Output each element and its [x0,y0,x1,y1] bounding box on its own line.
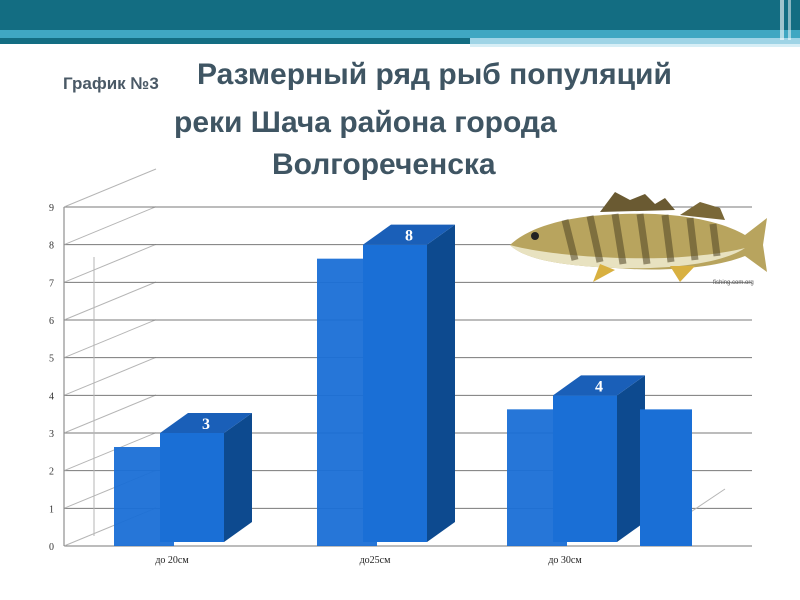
grid-depth-line [63,168,157,208]
fish-stripes [561,213,721,265]
y-tick-label: 5 [49,354,54,365]
bar-top [553,375,645,396]
bar-value-label: 8 [405,228,413,245]
bar-side [617,375,645,542]
grid-depth-line [63,281,157,321]
y-tick-label: 4 [49,391,54,402]
x-category-label: до25см [360,555,392,566]
grid-depth-line [63,243,157,283]
bar-side [427,224,455,542]
y-tick-label: 6 [49,316,54,327]
grid-depth-line [63,319,157,359]
bar-top [160,413,252,433]
bar-value-label: 3 [202,416,210,433]
fish-picture-watermark: fishing.com.org [713,280,754,286]
header-accent-bar-2 [788,0,791,40]
grid-depth-line [63,356,157,396]
header-pale-line [470,44,800,47]
bar: 4 [507,375,645,546]
bar: 3 [114,413,252,546]
header-pale-strip [470,38,800,44]
y-tick-label: 1 [49,504,54,515]
header-light-strip [0,30,800,38]
title-line-2: реки Шача района города [174,106,557,139]
fish-belly [510,245,745,269]
bar-echo-front [640,409,692,546]
y-tick-label: 0 [49,542,54,553]
x-category-label: до 20см [155,555,189,566]
x-category-label: до 30см [548,555,582,566]
fish-anal-fin [670,266,695,282]
bar-value-label: 4 [595,378,603,395]
fish-second-dorsal-fin [680,202,725,220]
grid-depth-line [63,432,157,472]
title-prefix: График №3 [63,74,159,93]
chart-bars: 3 8 4 [114,224,692,546]
bar-front [363,244,427,542]
grid-depth-line [63,394,157,434]
x-axis-labels: до 20см до25см до 30см [155,555,582,566]
grid-depth-line [63,206,157,246]
title-line-3: Волгореченска [272,148,496,181]
header-gap [0,44,800,58]
header-accent-bar-1 [780,0,784,40]
y-tick-label: 8 [49,241,54,252]
y-tick-label: 3 [49,429,54,440]
fish-eye [531,232,539,240]
bar-front [160,433,224,542]
title-line-1: Размерный ряд рыб популяций [197,58,672,91]
y-tick-label: 7 [49,278,54,289]
y-tick-label: 2 [49,467,54,478]
bar: 8 [317,224,455,546]
zander-fish-icon: fishing.com.org [510,192,767,286]
slide-title: График №3 Размерный ряд рыб популяций ре… [0,58,800,188]
bar-side [224,413,252,542]
header-band [0,0,800,58]
fish-dorsal-fin [600,192,675,212]
y-axis-ticks: 0 1 2 3 4 5 6 7 8 9 [49,203,54,553]
bar-front [553,395,617,542]
bar-top [363,224,455,245]
y-tick-label: 9 [49,203,54,214]
fish-pelvic-fin [593,264,615,282]
